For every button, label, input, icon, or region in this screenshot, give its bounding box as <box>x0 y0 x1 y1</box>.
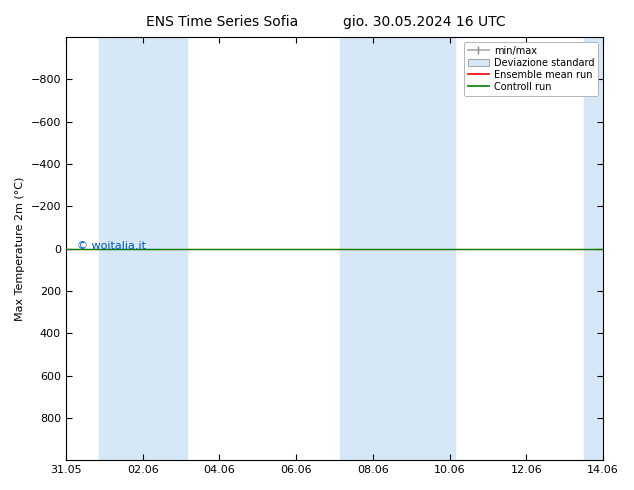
Bar <box>584 37 603 460</box>
Text: ENS Time Series Sofia: ENS Time Series Sofia <box>146 15 298 29</box>
Bar <box>98 37 187 460</box>
Text: gio. 30.05.2024 16 UTC: gio. 30.05.2024 16 UTC <box>344 15 506 29</box>
Legend: min/max, Deviazione standard, Ensemble mean run, Controll run: min/max, Deviazione standard, Ensemble m… <box>463 42 598 96</box>
Text: © woitalia.it: © woitalia.it <box>77 242 146 251</box>
Y-axis label: Max Temperature 2m (°C): Max Temperature 2m (°C) <box>15 176 25 321</box>
Bar <box>340 37 455 460</box>
